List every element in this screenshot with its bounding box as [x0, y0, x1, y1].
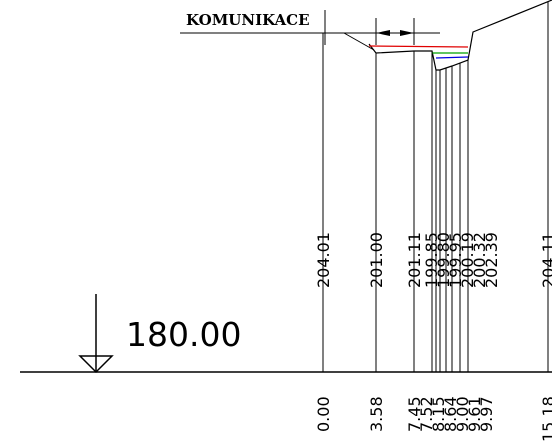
elevation-label: 202.39 [482, 232, 501, 288]
elevation-label: 199.80 [434, 232, 453, 288]
chainage-labels: 0.00 3.58 7.45 7.52 8.15 8.64 9.00 9.61 … [314, 396, 552, 442]
elevation-label: 199.85 [422, 232, 441, 288]
chainage-label: 8.15 [429, 396, 448, 432]
terrain-profile [368, 0, 552, 71]
elevation-label: 201.11 [405, 232, 424, 288]
chainage-label: 7.52 [417, 396, 436, 432]
chainage-label: 9.61 [465, 396, 484, 432]
chainage-label: 7.45 [405, 396, 424, 432]
elevation-label: 201.00 [367, 232, 386, 288]
chainage-label: 3.58 [367, 396, 386, 432]
elevation-labels: 204.01 201.00 201.11 199.85 199.80 199.9… [314, 232, 552, 288]
datum-value: 180.00 [126, 315, 241, 354]
road-width-dimension [324, 10, 440, 45]
elevation-label: 200.19 [458, 232, 477, 288]
chainage-label: 8.64 [441, 396, 460, 432]
datum-arrow-icon [78, 294, 114, 374]
chainage-label: 9.97 [477, 396, 496, 432]
elevation-label: 200.32 [470, 232, 489, 288]
chainage-label: 9.00 [453, 396, 472, 432]
chainage-label: 15.18 [539, 396, 552, 442]
elevation-label: 199.95 [446, 232, 465, 288]
elevation-label: 204.01 [314, 232, 333, 288]
chainage-label: 0.00 [314, 396, 333, 432]
title-label: KOMUNIKACE [186, 11, 310, 29]
title-leader [343, 32, 375, 51]
surface-layer-red [368, 45, 469, 48]
surface-layer-blue [435, 56, 469, 59]
elevation-label: 204.11 [539, 232, 552, 288]
station-lines [322, 2, 549, 372]
